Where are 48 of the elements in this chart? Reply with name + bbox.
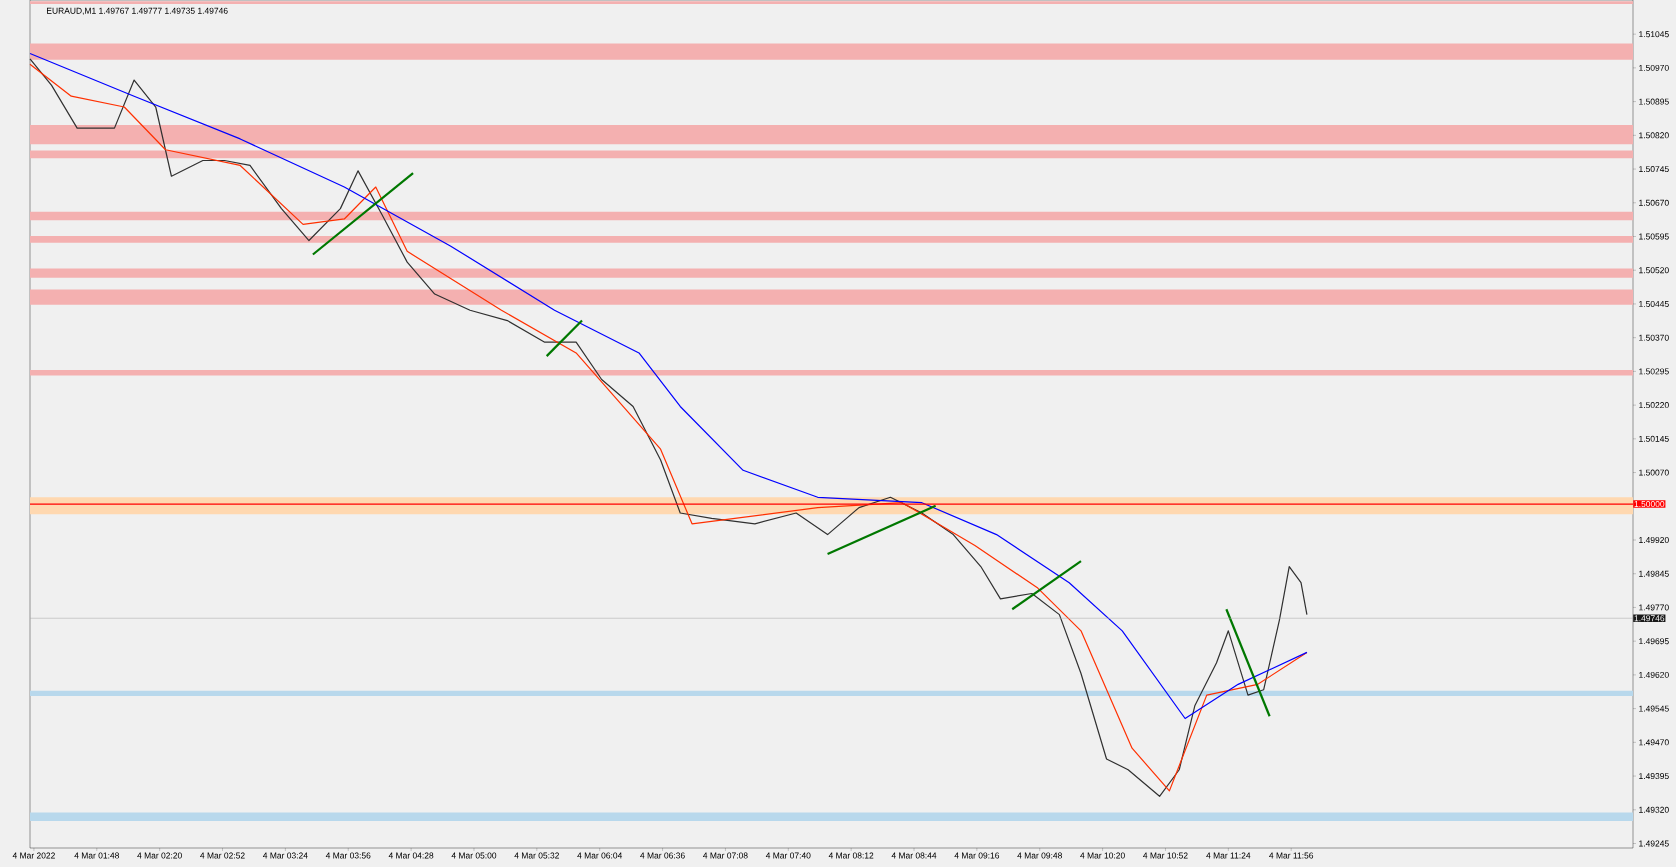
x-tick-label: 4 Mar 09:48 [1017, 852, 1062, 859]
x-tick-label: 4 Mar 11:24 [1206, 852, 1251, 859]
y-tick-label: 1.49770 [1639, 604, 1669, 611]
x-tick-label: 4 Mar 07:08 [703, 852, 748, 859]
y-tick-label: 1.50820 [1639, 132, 1669, 139]
y-tick-label: 1.49470 [1639, 739, 1669, 746]
x-tick-label: 4 Mar 08:12 [828, 852, 874, 859]
x-tick-label: 4 Mar 2022 [12, 852, 55, 859]
x-tick-label: 4 Mar 06:36 [640, 852, 685, 859]
y-tick-label: 1.49320 [1639, 806, 1669, 813]
x-tick-label: 4 Mar 08:44 [891, 852, 937, 859]
x-tick-label: 4 Mar 04:28 [388, 852, 434, 859]
ref-line-label: 1.49746 [1634, 615, 1665, 622]
y-tick-label: 1.50220 [1639, 402, 1669, 409]
y-tick-label: 1.50895 [1639, 98, 1669, 105]
y-tick-label: 1.50145 [1639, 435, 1669, 442]
y-tick-label: 1.49845 [1639, 570, 1669, 577]
y-tick-label: 1.49395 [1639, 773, 1669, 780]
x-tick-label: 4 Mar 03:24 [262, 852, 308, 859]
y-tick-label: 1.50370 [1639, 334, 1669, 341]
y-tick-label: 1.49545 [1639, 705, 1669, 712]
text: EURAUD,M1 1.49767 1.49777 1.49735 1.49746 [47, 7, 228, 15]
y-tick-label: 1.50520 [1639, 267, 1669, 274]
x-tick-label: 4 Mar 11:56 [1269, 852, 1314, 859]
y-tick-label: 1.49620 [1639, 671, 1669, 678]
y-tick-label: 1.50295 [1639, 368, 1669, 375]
x-tick-label: 4 Mar 06:04 [577, 852, 623, 859]
y-tick-label: 1.49695 [1639, 638, 1669, 645]
x-tick-label: 4 Mar 09:16 [954, 852, 1000, 859]
y-tick-label: 1.50670 [1639, 199, 1669, 206]
x-tick-label: 4 Mar 10:52 [1143, 852, 1188, 859]
y-tick-label: 1.50745 [1639, 166, 1669, 173]
y-tick-label: 1.50070 [1639, 469, 1669, 476]
y-tick-label: 1.50445 [1639, 300, 1669, 307]
x-tick-label: 4 Mar 03:56 [325, 852, 371, 859]
x-tick-label: 4 Mar 10:20 [1080, 852, 1125, 859]
y-tick-label: 1.50595 [1639, 233, 1669, 240]
x-tick-label: 4 Mar 02:52 [200, 852, 245, 859]
y-tick-label: 1.50970 [1639, 64, 1669, 71]
x-tick-label: 4 Mar 05:32 [514, 852, 559, 859]
y-tick-label: 1.51045 [1639, 31, 1669, 38]
x-tick-label: 4 Mar 07:40 [765, 852, 811, 859]
x-tick-label: 4 Mar 02:20 [137, 852, 182, 859]
x-tick-label: 4 Mar 05:00 [451, 852, 497, 859]
y-tick-label: 1.49920 [1639, 537, 1669, 543]
y-tick-label: 1.49245 [1639, 840, 1669, 847]
ref-line-label: 1.50000 [1634, 501, 1665, 508]
x-tick-label: 4 Mar 01:48 [74, 852, 120, 859]
